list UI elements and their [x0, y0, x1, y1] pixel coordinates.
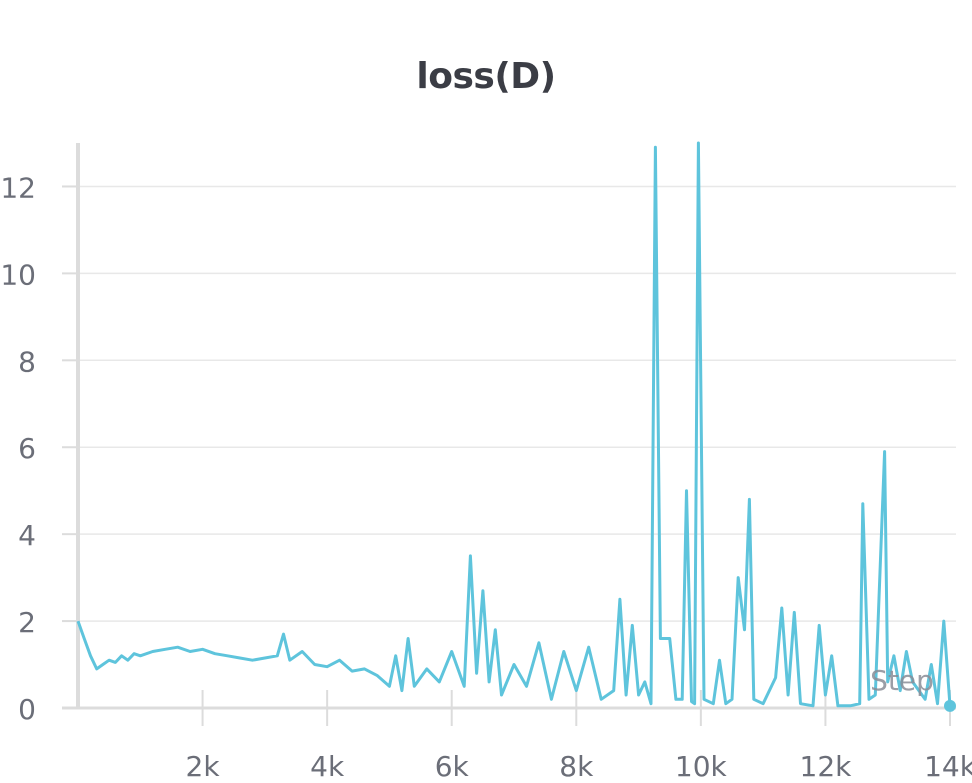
chart-title: loss(D) [416, 56, 556, 97]
x-tick-label: 8k [559, 750, 594, 783]
y-tick-label: 6 [18, 432, 36, 465]
series-group [76, 141, 956, 712]
x-tick-label: 4k [310, 750, 345, 783]
x-tick-labels: 2k 4k 6k 8k 10k 12k 14k [186, 750, 972, 783]
x-tick-label: 14k [924, 750, 972, 783]
y-tick-labels: 0 2 4 6 8 10 12 [0, 171, 36, 726]
grid-lines [78, 185, 956, 622]
axes [62, 143, 956, 726]
y-tick-label: 12 [0, 171, 36, 204]
x-tick-label: 2k [186, 750, 221, 783]
y-tick-label: 8 [18, 345, 36, 378]
x-axis-label-group: Step [870, 664, 934, 697]
x-tick-label: 12k [800, 750, 853, 783]
y-tick-label: 4 [18, 519, 36, 552]
y-tick-label: 2 [18, 606, 36, 639]
series-line [76, 141, 952, 708]
x-tick-label: 10k [675, 750, 728, 783]
x-tick-label: 6k [435, 750, 470, 783]
x-axis-label: Step [870, 664, 934, 697]
y-tick-label: 10 [0, 258, 36, 291]
y-tick-label: 0 [18, 693, 36, 726]
series-end-point[interactable] [944, 699, 956, 712]
